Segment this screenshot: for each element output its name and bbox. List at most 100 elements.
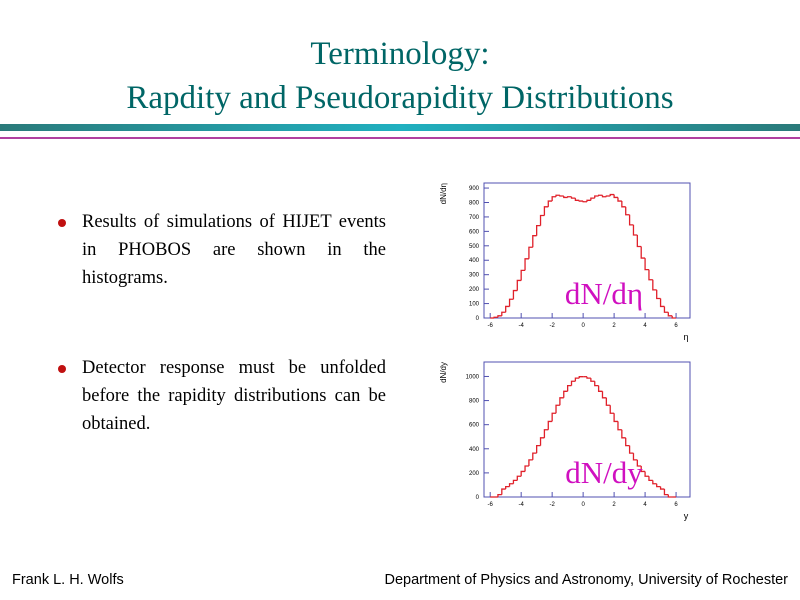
- histogram-bin: [520, 470, 526, 477]
- footer-right: Department of Physics and Astronomy, Uni…: [384, 572, 788, 588]
- histogram-bin: [597, 194, 603, 196]
- histogram-bin: [505, 305, 510, 313]
- histogram-bin: [636, 459, 642, 467]
- histogram-bin: [497, 315, 502, 318]
- histogram-bin: [547, 420, 553, 430]
- slide-title: Terminology: Rapdity and Pseudorapidity …: [0, 32, 800, 120]
- histogram-bin: [621, 201, 626, 208]
- histogram-bin: [536, 445, 541, 454]
- histogram-bin: [520, 269, 526, 281]
- divider: [0, 124, 800, 131]
- histogram-bin: [551, 412, 557, 422]
- y-tick-label: 400: [469, 258, 480, 264]
- bullet: Results of simulations of HIJET events i…: [58, 208, 386, 292]
- y-tick-label: 200: [469, 471, 480, 477]
- histogram-bin: [543, 429, 549, 438]
- y-tick-label: 600: [469, 229, 480, 235]
- histogram-bin: [574, 198, 580, 201]
- histogram-bin: [532, 235, 537, 248]
- histogram-bin: [605, 397, 611, 406]
- histogram-bin: [590, 197, 595, 201]
- y-tick-label: 800: [469, 200, 480, 206]
- histogram-bin: [512, 479, 518, 484]
- histogram-bin: [652, 480, 657, 485]
- histogram-bin: [497, 493, 502, 497]
- title-line: Rapdity and Pseudorapidity Distributions: [126, 80, 674, 116]
- histogram-bin: [667, 494, 673, 498]
- histogram-bin: [609, 193, 615, 196]
- histogram-bin: [563, 390, 568, 398]
- y-tick-label: 200: [469, 287, 480, 293]
- footer-left: Frank L. H. Wolfs: [12, 572, 124, 588]
- plot-frame: [483, 361, 691, 498]
- histogram-bin: [555, 194, 560, 197]
- histogram-bin: [528, 246, 533, 259]
- histogram-bin: [555, 404, 560, 414]
- histogram-bin: [640, 246, 646, 259]
- histogram-bin: [659, 486, 665, 490]
- x-tick-label: -6: [488, 502, 494, 508]
- histogram-bin: [516, 279, 522, 291]
- y-tick-label: 100: [469, 302, 480, 308]
- y-tick-label: 0: [476, 316, 480, 322]
- x-tick-label: -2: [549, 502, 555, 508]
- y-tick-label: 0: [476, 495, 480, 501]
- histogram-bin: [578, 376, 584, 379]
- histogram-bin: [586, 376, 591, 379]
- histogram-bin: [632, 224, 638, 236]
- histogram-bin: [605, 195, 611, 197]
- x-tick-label: 4: [643, 502, 647, 508]
- histogram-bin: [667, 312, 673, 317]
- x-tick-label: 0: [581, 502, 585, 508]
- x-axis-label: η: [683, 332, 688, 342]
- histogram-bin: [570, 380, 576, 386]
- x-axis-label: y: [684, 511, 689, 521]
- x-tick-label: -4: [519, 323, 525, 329]
- histogram-bin: [597, 385, 603, 392]
- histogram-bin: [628, 445, 634, 454]
- histogram-bin: [590, 378, 595, 382]
- histogram-bin: [582, 201, 587, 203]
- histogram-bin: [566, 196, 572, 198]
- x-tick-label: -4: [519, 502, 525, 508]
- histogram-bin: [547, 200, 553, 207]
- histogram-bin: [617, 197, 622, 202]
- histogram-bin: [566, 384, 572, 392]
- histogram-bin: [621, 429, 626, 439]
- x-tick-label: 2: [612, 502, 616, 508]
- histogram-bin: [652, 279, 657, 291]
- x-tick-label: -2: [549, 323, 555, 329]
- histogram-bin: [594, 195, 599, 199]
- histogram-bin: [609, 405, 615, 414]
- histogram-bin: [656, 289, 661, 300]
- y-axis-label: dN/dη: [439, 183, 448, 204]
- histogram-bin: [524, 465, 529, 472]
- histogram-bin: [512, 289, 518, 300]
- histogram-bin: [501, 488, 506, 495]
- title-line: Terminology:: [310, 36, 490, 72]
- y-tick-label: 1000: [466, 374, 480, 380]
- histogram-bin: [601, 195, 607, 198]
- histogram-bin: [594, 381, 599, 387]
- annotation: dN/dy: [565, 455, 643, 490]
- x-tick-label: 0: [581, 323, 585, 329]
- histogram-bin: [501, 311, 506, 316]
- histogram-bin: [516, 475, 522, 481]
- histogram-bin: [574, 377, 580, 382]
- plot-frame: [483, 182, 691, 319]
- x-tick-label: 6: [674, 502, 678, 508]
- histogram-bin: [632, 453, 638, 461]
- histogram-bin: [493, 316, 498, 318]
- histogram-bin: [578, 200, 584, 202]
- histogram-bin: [539, 437, 545, 446]
- y-tick-label: 300: [469, 273, 480, 279]
- histogram-bin: [508, 298, 514, 307]
- histogram-bin: [559, 397, 564, 406]
- annotation: dN/dη: [565, 276, 643, 311]
- histogram-bin: [601, 391, 607, 399]
- histogram-bin: [613, 194, 618, 199]
- histogram-bin: [644, 258, 649, 271]
- histogram-bin: [559, 195, 564, 197]
